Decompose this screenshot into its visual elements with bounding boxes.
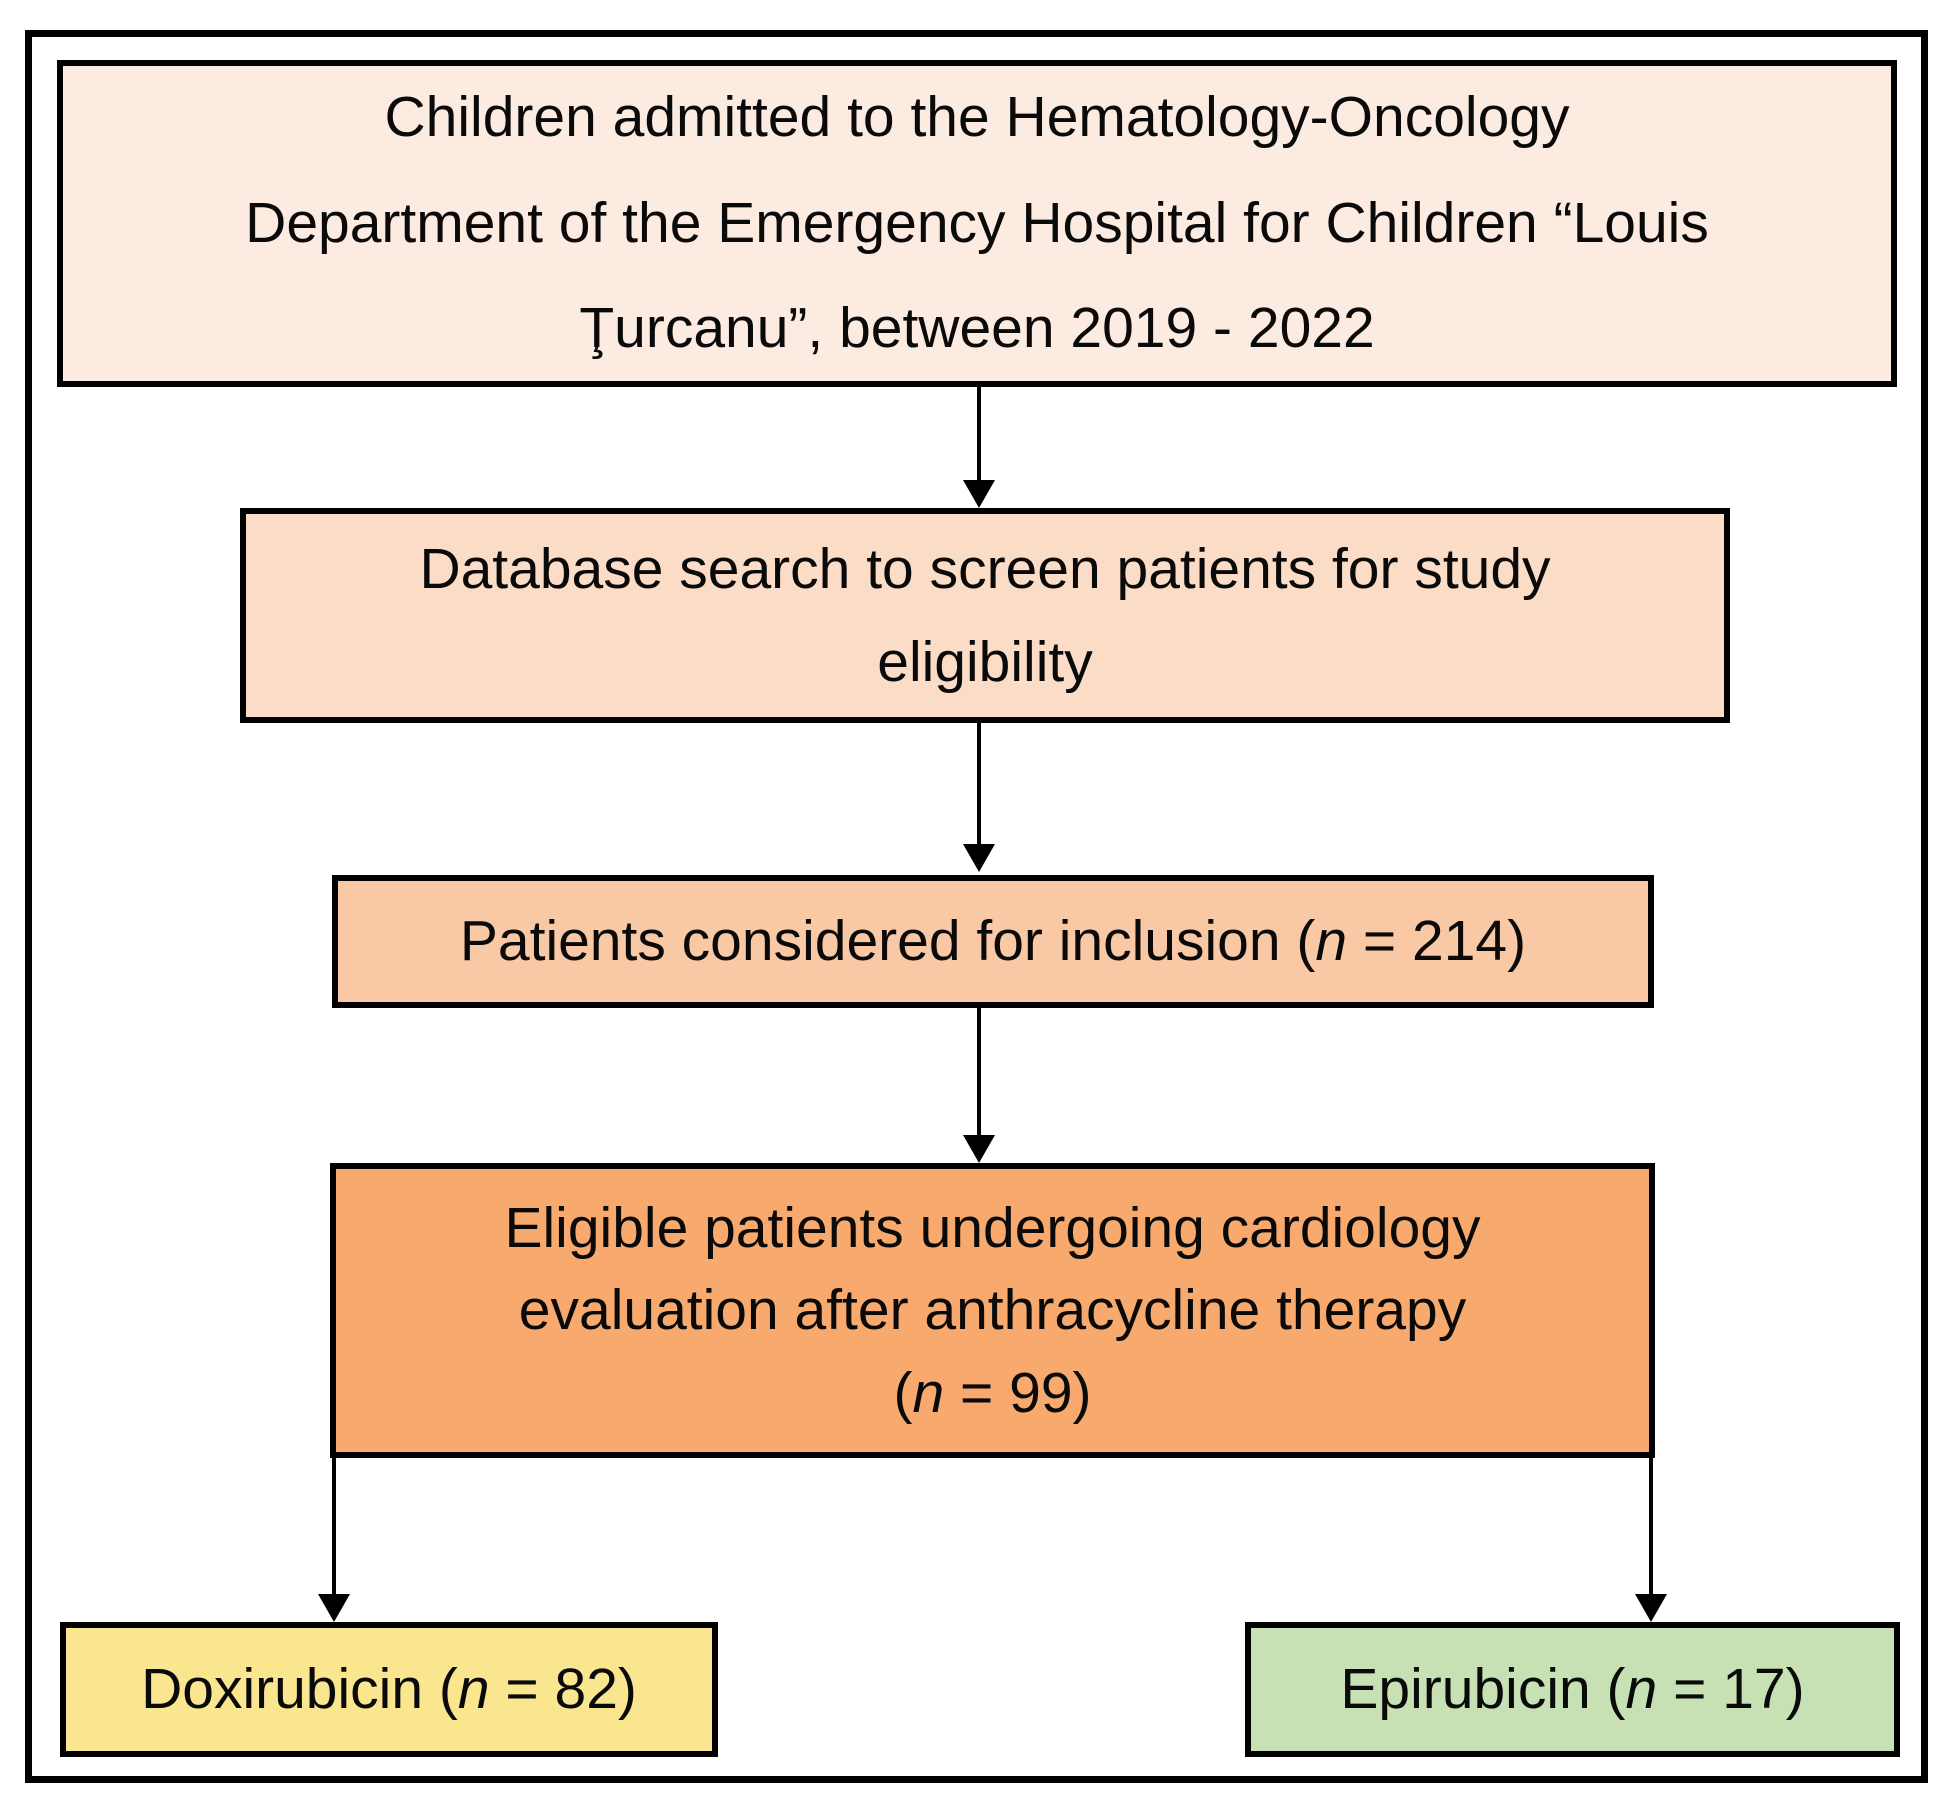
considered-text-before-n: Patients considered for inclusion (: [459, 909, 1316, 974]
epirubicin-text-after-n: = 17): [1657, 1657, 1805, 1722]
doxirubicin-text-after-n: = 82): [489, 1657, 637, 1722]
box-admitted-text: Children admitted to the Hematology-Onco…: [245, 85, 1709, 361]
eligible-lines: Eligible patients undergoing cardiology …: [504, 1195, 1481, 1343]
arrow-admitted-to-database-line: [977, 387, 981, 480]
eligible-n-symbol: n: [912, 1360, 945, 1425]
arrow-database-to-considered-line: [977, 723, 981, 844]
arrow-eligible-to-epirubicin-head: [1635, 1594, 1667, 1622]
considered-text-after-n: = 214): [1347, 909, 1527, 974]
box-eligible-text: Eligible patients undergoing cardiology …: [505, 1187, 1481, 1435]
box-epirubicin-text: Epirubicin (n = 17): [1340, 1645, 1804, 1733]
box-database-search-text: Database search to screen patients for s…: [419, 537, 1551, 694]
box-database-search: Database search to screen patients for s…: [240, 508, 1730, 723]
arrow-eligible-to-doxirubicin-head: [318, 1594, 350, 1622]
box-doxirubicin-text: Doxirubicin (n = 82): [141, 1645, 637, 1733]
epirubicin-text-before-n: Epirubicin (: [1340, 1657, 1626, 1722]
arrow-admitted-to-database-head: [963, 480, 995, 508]
eligible-text-before-n: (: [893, 1360, 913, 1425]
arrow-eligible-to-doxirubicin-line: [332, 1458, 336, 1594]
box-admitted: Children admitted to the Hematology-Onco…: [57, 60, 1897, 387]
arrow-considered-to-eligible-line: [977, 1008, 981, 1135]
eligible-text-after-n: = 99): [944, 1360, 1092, 1425]
box-eligible: Eligible patients undergoing cardiology …: [330, 1163, 1655, 1458]
arrow-database-to-considered-head: [963, 844, 995, 872]
box-considered: Patients considered for inclusion (n = 2…: [332, 875, 1654, 1008]
doxirubicin-text-before-n: Doxirubicin (: [141, 1657, 458, 1722]
figure-border: [25, 30, 1928, 1783]
eligible-n-line: (n = 99): [505, 1352, 1481, 1435]
considered-n-symbol: n: [1315, 909, 1348, 974]
arrow-eligible-to-epirubicin-line: [1649, 1458, 1653, 1594]
doxirubicin-n-symbol: n: [457, 1657, 490, 1722]
box-considered-text: Patients considered for inclusion (n = 2…: [460, 897, 1526, 985]
box-doxirubicin: Doxirubicin (n = 82): [60, 1622, 718, 1757]
box-epirubicin: Epirubicin (n = 17): [1245, 1622, 1900, 1757]
epirubicin-n-symbol: n: [1625, 1657, 1658, 1722]
arrow-considered-to-eligible-head: [963, 1135, 995, 1163]
